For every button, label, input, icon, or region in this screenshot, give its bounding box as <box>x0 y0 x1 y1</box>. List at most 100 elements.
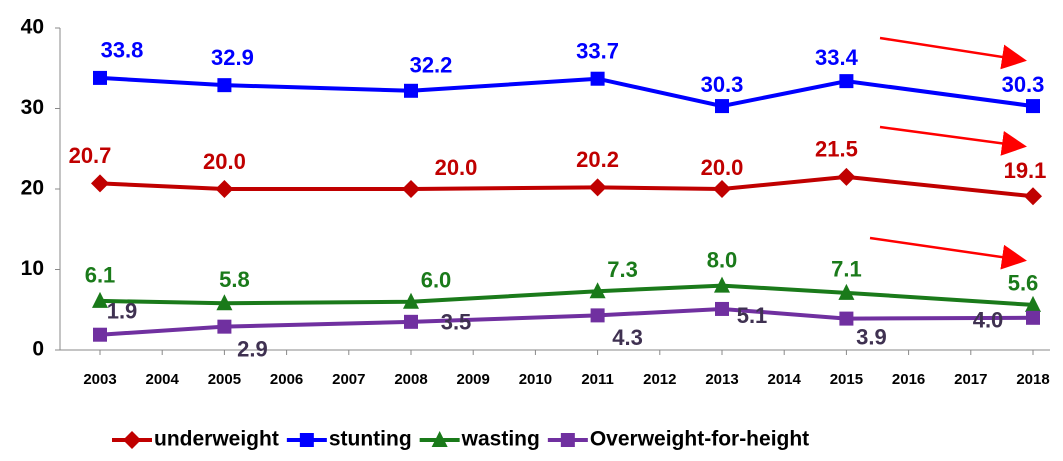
x-tick-label: 2014 <box>768 371 802 388</box>
value-label: 5.1 <box>737 303 768 328</box>
value-label: 7.3 <box>607 257 638 282</box>
value-label: 20.7 <box>69 143 112 168</box>
legend-marker <box>299 433 314 447</box>
marker <box>589 282 606 299</box>
trend-arrow <box>869 236 1027 270</box>
marker <box>837 167 856 186</box>
marker <box>1026 310 1040 325</box>
series-line <box>99 75 1034 109</box>
trend-arrow <box>879 36 1027 70</box>
marker <box>1025 295 1041 312</box>
legend-label: Overweight-for-height <box>590 428 809 451</box>
value-label: 5.8 <box>219 267 250 292</box>
marker <box>590 71 605 86</box>
x-tick-label: 2013 <box>705 371 738 388</box>
series-line <box>99 306 1034 337</box>
value-label: 2.9 <box>237 336 268 361</box>
legend-item: underweight <box>112 428 279 451</box>
y-tick-label: 30 <box>21 96 44 119</box>
legend: underweight stunting wasting Overweight-for… <box>112 428 809 451</box>
value-label: 21.5 <box>815 137 858 162</box>
legend-item: stunting <box>286 428 412 451</box>
marker <box>93 70 107 85</box>
value-label: 33.8 <box>101 38 144 63</box>
marker <box>216 294 233 311</box>
value-label: 30.3 <box>701 72 744 97</box>
marker <box>713 180 731 198</box>
value-label: 20.0 <box>435 155 478 180</box>
marker <box>402 180 420 198</box>
value-label: 30.3 <box>1002 72 1045 97</box>
value-label: 20.0 <box>203 149 246 174</box>
value-label: 3.9 <box>856 324 887 349</box>
value-label: 5.6 <box>1008 271 1039 296</box>
x-tick-label: 2011 <box>581 371 614 388</box>
legend-label: underweight <box>154 428 279 451</box>
y-tick-label: 0 <box>32 338 44 361</box>
marker <box>92 291 108 308</box>
marker <box>1024 187 1042 206</box>
value-label: 4.0 <box>973 308 1004 333</box>
marker <box>403 292 419 309</box>
marker <box>588 178 607 197</box>
marker <box>215 180 234 198</box>
value-label: 4.3 <box>612 325 643 350</box>
x-tick-label: 2017 <box>954 371 987 388</box>
x-tick-label: 2003 <box>83 371 116 388</box>
value-label: 20.0 <box>701 155 744 180</box>
value-label: 3.5 <box>441 310 472 335</box>
value-label: 20.2 <box>576 147 619 172</box>
x-tick-label: 2018 <box>1016 371 1049 388</box>
legend-item: wasting <box>419 428 540 451</box>
value-label: 33.7 <box>576 39 619 64</box>
x-tick-label: 2004 <box>146 371 180 388</box>
value-label: 7.1 <box>831 257 862 282</box>
value-label: 19.1 <box>1004 158 1047 183</box>
marker <box>715 99 729 114</box>
series: 6.1 5.8 6.0 7.3 8.0 7.1 5.6 <box>85 247 1041 312</box>
series: 1.9 2.9 3.5 4.3 5.1 3.9 4.0 <box>93 299 1040 361</box>
legend-label: wasting <box>461 428 540 451</box>
marker <box>91 174 109 193</box>
legend-marker <box>560 433 575 447</box>
value-label: 32.2 <box>410 53 453 78</box>
trend-arrow <box>879 125 1027 156</box>
marker <box>217 319 232 334</box>
x-tick-label: 2016 <box>892 371 925 388</box>
y-tick-label: 10 <box>21 257 44 280</box>
value-label: 6.0 <box>421 268 452 293</box>
x-tick-label: 2005 <box>208 371 241 388</box>
legend-marker <box>123 431 141 449</box>
trend-arrows <box>869 36 1027 270</box>
value-label: 32.9 <box>211 45 254 70</box>
value-label: 6.1 <box>85 263 116 288</box>
series: 20.7 20.0 20.0 20.2 20.0 21.5 19.1 <box>69 137 1047 206</box>
marker <box>404 83 418 98</box>
y-tick-label: 20 <box>21 177 44 200</box>
x-tick-label: 2015 <box>830 371 863 388</box>
x-tick-label: 2009 <box>457 371 490 388</box>
marker <box>217 78 232 93</box>
marker <box>839 311 854 326</box>
x-tick-label: 2012 <box>643 371 676 388</box>
marker <box>714 276 730 293</box>
x-tick-label: 2010 <box>519 371 552 388</box>
y-tick-label: 40 <box>21 16 44 39</box>
x-tick-label: 2008 <box>394 371 427 388</box>
x-tick-label: 2007 <box>332 371 365 388</box>
marker <box>1026 99 1040 114</box>
marker <box>93 327 107 342</box>
value-label: 33.4 <box>815 45 859 70</box>
value-label: 8.0 <box>707 247 738 272</box>
value-label: 1.9 <box>107 299 138 324</box>
series: 33.8 32.9 32.2 33.7 30.3 33.4 30.3 <box>93 38 1045 114</box>
marker <box>590 308 605 323</box>
marker <box>715 301 729 316</box>
marker <box>839 74 854 89</box>
marker <box>404 314 418 329</box>
x-tick-label: 2006 <box>270 371 303 388</box>
series-line <box>99 174 1034 199</box>
legend-label: stunting <box>329 428 412 451</box>
legend-marker <box>431 431 448 447</box>
